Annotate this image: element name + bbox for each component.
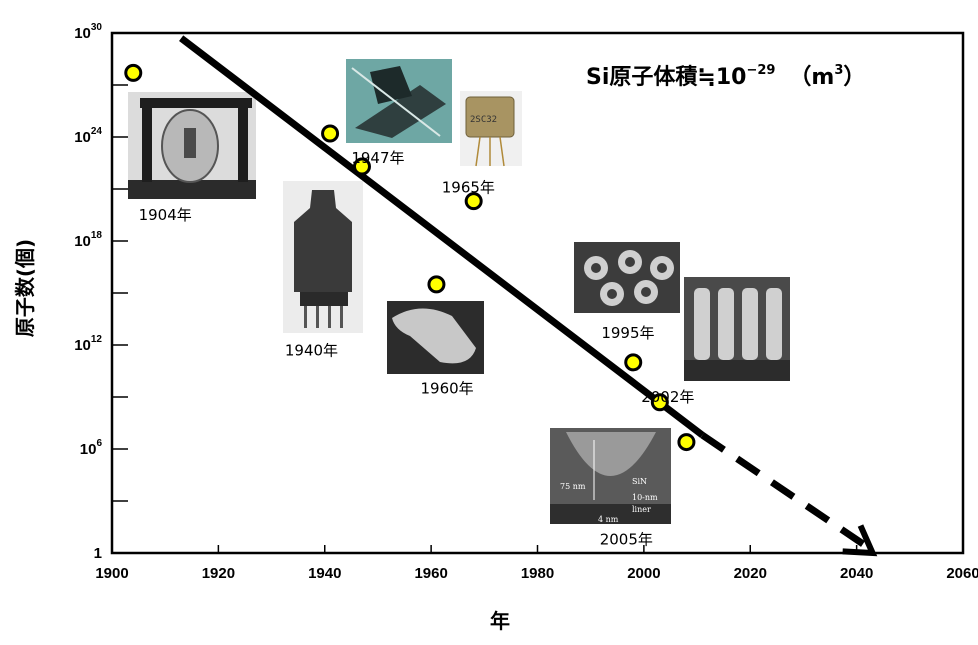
y-tick-label: 1 (94, 545, 102, 562)
data-point (427, 275, 446, 294)
year-annotation: 1965年 (442, 178, 495, 196)
trend-arrowhead (842, 524, 878, 557)
x-tick-label: 2020 (734, 565, 767, 582)
data-point (124, 63, 143, 82)
vacuum-tube-1940-photo (283, 181, 363, 333)
x-tick-label: 2040 (840, 565, 873, 582)
x-axis-title: 年 (490, 609, 510, 633)
planar-device-1960-photo (387, 301, 484, 374)
point-contact-transistor-1947-photo (346, 59, 452, 143)
si-atomic-volume-formula: Si原子体積≒10−29 （m3） (586, 63, 865, 90)
x-tick-label: 2000 (627, 565, 660, 582)
x-tick-label: 1960 (414, 565, 447, 582)
year-annotations: 1904年 1940年 1947年 1965年 1960年 1995年 2002年 2005年 (139, 149, 695, 548)
data-point (650, 393, 669, 412)
y-tick-label: 1030 (74, 22, 102, 42)
transistor-2sc32-1965-photo: 2SC32 (460, 91, 522, 167)
x-tick-label: 1980 (521, 565, 554, 582)
dram-cells-1995-photo (574, 242, 680, 313)
year-annotation: 1995年 (601, 324, 654, 342)
data-point (624, 353, 643, 372)
year-annotation: 1960年 (420, 380, 473, 398)
vacuum-tube-1904-photo (128, 92, 256, 199)
svg-text:4 nm: 4 nm (598, 515, 619, 524)
data-point (352, 157, 371, 176)
gate-crosssection-2005-photo: 75 nm SiN 10-nm liner 4 nm (550, 428, 671, 524)
svg-text:SiN: SiN (632, 477, 647, 486)
trend-line-dashed (700, 432, 867, 548)
y-tick-label: 1018 (74, 230, 102, 250)
x-tick-label: 2060 (946, 565, 978, 582)
year-annotation: 2005年 (600, 530, 653, 548)
x-tick-label: 1940 (308, 565, 341, 582)
data-point (464, 192, 483, 211)
svg-text:75 nm: 75 nm (560, 482, 586, 491)
svg-text:10-nm: 10-nm (632, 493, 658, 502)
trend-line-solid (179, 35, 705, 438)
svg-text:liner: liner (632, 505, 651, 514)
dram-cylinders-2002-photo (684, 277, 790, 381)
x-tick-label: 1900 (95, 565, 128, 582)
year-annotation: 1947年 (351, 149, 404, 167)
svg-text:2SC32: 2SC32 (470, 115, 497, 125)
photo-group: 2SC32 7 (128, 59, 790, 524)
y-tick-label: 1024 (74, 126, 102, 146)
trend-lines (179, 35, 878, 557)
y-tick-label: 106 (80, 438, 103, 458)
year-annotation: 2002年 (641, 388, 694, 406)
y-tick-label: 1012 (74, 334, 102, 354)
axes: 1900 1920 1940 1960 1980 2000 2020 2040 2060 1030… (74, 22, 978, 582)
data-point (677, 433, 696, 452)
year-annotation: 1940年 (285, 341, 338, 359)
data-point (321, 124, 340, 143)
x-tick-label: 1920 (202, 565, 235, 582)
data-points (124, 63, 696, 452)
year-annotation: 1904年 (139, 206, 192, 224)
y-axis-title: 原子数(個) (13, 239, 37, 337)
